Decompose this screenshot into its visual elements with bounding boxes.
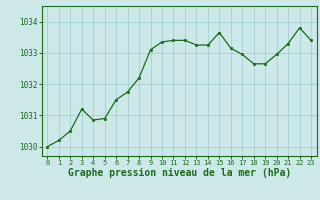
X-axis label: Graphe pression niveau de la mer (hPa): Graphe pression niveau de la mer (hPa) [68, 168, 291, 178]
